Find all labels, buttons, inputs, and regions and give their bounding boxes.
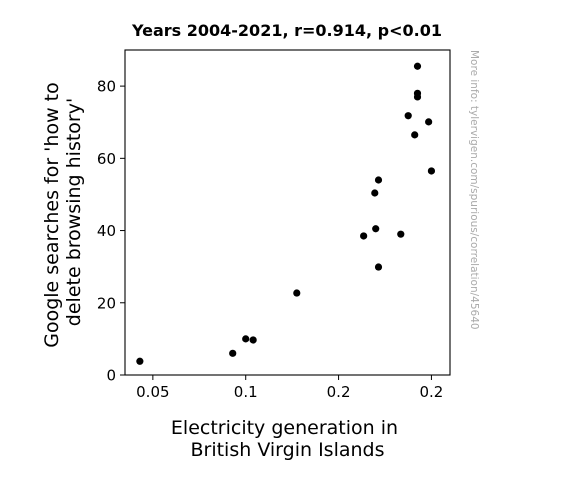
- data-point-12: [404, 112, 412, 120]
- data-point-10: [374, 176, 383, 184]
- plot-frame: [124, 49, 451, 376]
- data-point-18: [427, 167, 436, 175]
- y-axis-ticks: 0 20 40 60 80: [97, 78, 125, 385]
- y-tick-label: 0: [106, 367, 116, 385]
- x-axis-label: Electricity generation in British Virgin…: [171, 417, 404, 461]
- x-tick-label: 0.1: [234, 383, 258, 401]
- data-point-1: [136, 357, 144, 365]
- y-axis-label-line-2: delete browsing history': [63, 98, 85, 326]
- x-tick-label: 0.05: [136, 383, 169, 401]
- x-tick-label: 0.2: [327, 383, 351, 401]
- data-point-14: [413, 62, 422, 70]
- data-point-7: [371, 189, 379, 197]
- data-point-17: [425, 118, 433, 126]
- data-point-2: [229, 349, 237, 357]
- y-tick-label: 60: [97, 150, 116, 168]
- chart-title: Years 2004-2021, r=0.914, p<0.01: [131, 21, 442, 40]
- y-tick-label: 80: [97, 78, 116, 96]
- data-points: [136, 62, 436, 365]
- data-point-5: [293, 289, 301, 297]
- data-point-4: [249, 336, 257, 344]
- plot-area: [125, 50, 450, 375]
- x-axis-ticks: 0.05 0.1 0.2 0.2: [136, 375, 443, 401]
- y-tick-label: 20: [97, 294, 116, 312]
- y-axis-label-line-1: Google searches for 'how to: [41, 82, 63, 348]
- x-axis-label-line-1: Electricity generation in: [171, 417, 398, 439]
- data-point-3: [242, 335, 250, 343]
- x-tick-label: 0.2: [419, 383, 443, 401]
- data-point-16: [413, 93, 422, 101]
- data-point-6: [360, 232, 368, 240]
- data-point-8: [372, 225, 380, 233]
- data-point-13: [411, 131, 419, 139]
- data-point-11: [397, 230, 405, 238]
- watermark: More info: tylervigen.com/spurious/corre…: [468, 50, 480, 330]
- x-axis-label-line-2: British Virgin Islands: [190, 439, 384, 461]
- data-point-9: [374, 263, 383, 271]
- y-tick-label: 40: [97, 222, 116, 240]
- y-axis-label: Google searches for 'how to delete brows…: [41, 76, 85, 348]
